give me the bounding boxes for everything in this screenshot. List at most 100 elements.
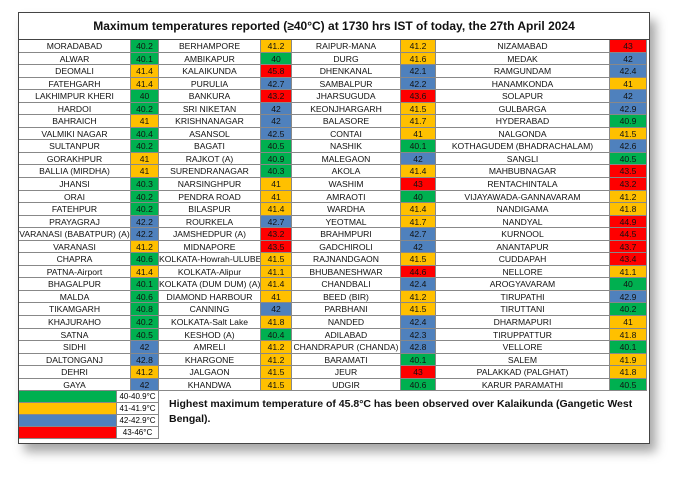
legend-entry: 43-46°C — [19, 427, 159, 440]
temperature-value: 40 — [261, 52, 292, 66]
station-name: AROGYAVARAM — [436, 278, 610, 291]
station-name: CHANDRAPUR (CHANDA) — [292, 341, 401, 354]
temperature-value: 43 — [401, 178, 436, 191]
temperature-value: 40.9 — [610, 115, 647, 128]
station-name: HARDOI — [19, 102, 131, 116]
station-name: DURG — [292, 52, 401, 66]
temperature-value: 40.1 — [401, 140, 436, 153]
temperature-value: 40.5 — [610, 378, 647, 392]
temperature-value: 42.7 — [401, 228, 436, 241]
table-frame: Maximum temperatures reported (≥40°C) at… — [18, 12, 650, 444]
station-name: BHUBANESHWAR — [292, 265, 401, 279]
temperature-value: 41.4 — [131, 65, 159, 78]
station-name: SANGLI — [436, 152, 610, 166]
station-name: PURULIA — [159, 77, 261, 91]
station-name: DHENKANAL — [292, 65, 401, 78]
temperature-value: 41 — [610, 316, 647, 329]
station-name: AMRAOTI — [292, 190, 401, 204]
station-name: BAGATI — [159, 140, 261, 153]
station-name: ADILABAD — [292, 328, 401, 342]
station-name: SRI NIKETAN — [159, 102, 261, 116]
station-name: BANKURA — [159, 90, 261, 103]
temperature-value: 40.1 — [131, 278, 159, 291]
station-name: NANDIGAMA — [436, 203, 610, 216]
station-name: DHARMAPURI — [436, 316, 610, 329]
title: Maximum temperatures reported (≥40°C) at… — [19, 13, 649, 40]
station-name: RENTACHINTALA — [436, 178, 610, 191]
station-name: MAHBUBNAGAR — [436, 165, 610, 179]
temperature-value: 41.5 — [261, 253, 292, 266]
temperature-value: 41 — [261, 290, 292, 304]
temperature-value: 40.8 — [131, 303, 159, 317]
temperature-value: 42.2 — [401, 77, 436, 91]
temperature-value: 41.8 — [610, 203, 647, 216]
temperature-value: 41.2 — [401, 290, 436, 304]
station-name: WASHIM — [292, 178, 401, 191]
station-name: HYDERABAD — [436, 115, 610, 128]
station-name: KHARGONE — [159, 353, 261, 367]
station-name: BRAHMPURI — [292, 228, 401, 241]
station-name: ASANSOL — [159, 127, 261, 141]
station-name: DALTONGANJ — [19, 353, 131, 367]
temperature-value: 42 — [401, 152, 436, 166]
station-name: RAJNANDGAON — [292, 253, 401, 266]
station-name: FATEHPUR — [19, 203, 131, 216]
temperature-value: 41.4 — [401, 203, 436, 216]
temperature-value: 40.9 — [261, 152, 292, 166]
station-name: ANANTAPUR — [436, 240, 610, 254]
legend-swatch — [19, 403, 117, 415]
temperature-value: 42.5 — [261, 127, 292, 141]
station-name: ALWAR — [19, 52, 131, 66]
temperature-value: 41.7 — [401, 115, 436, 128]
temperature-value: 41.2 — [261, 40, 292, 53]
station-name: HANAMKONDA — [436, 77, 610, 91]
temperature-value: 40.6 — [131, 253, 159, 266]
temperature-value: 42.9 — [610, 290, 647, 304]
station-name: CUDDAPAH — [436, 253, 610, 266]
station-name: SIDHI — [19, 341, 131, 354]
temperature-value: 43 — [610, 40, 647, 53]
temperature-value: 42.4 — [401, 316, 436, 329]
station-name: TIRUTTANI — [436, 303, 610, 317]
temperature-value: 43.2 — [261, 228, 292, 241]
station-name: PALAKKAD (PALGHAT) — [436, 366, 610, 379]
legend-label: 41-41.9°C — [117, 403, 159, 415]
temperature-value: 40 — [131, 90, 159, 103]
station-name: KHANDWA — [159, 378, 261, 392]
station-name: SOLAPUR — [436, 90, 610, 103]
temperature-value: 44.9 — [610, 215, 647, 229]
station-name: KHAJURAHO — [19, 316, 131, 329]
station-name: KALAIKUNDA — [159, 65, 261, 78]
temperature-value: 42 — [610, 90, 647, 103]
legend-swatch — [19, 415, 117, 427]
station-name: ORAI — [19, 190, 131, 204]
temperature-value: 41.8 — [610, 366, 647, 379]
station-name: KURNOOL — [436, 228, 610, 241]
station-name: ROURKELA — [159, 215, 261, 229]
temperature-value: 41 — [261, 190, 292, 204]
station-name: KOTHAGUDEM (BHADRACHALAM) — [436, 140, 610, 153]
station-name: BALLIA (MIRDHA) — [19, 165, 131, 179]
station-name: AKOLA — [292, 165, 401, 179]
temperature-value: 42.7 — [261, 215, 292, 229]
temperature-value: 40.3 — [261, 165, 292, 179]
station-name: AMRELI — [159, 341, 261, 354]
temperature-value: 42 — [261, 115, 292, 128]
station-name: MEDAK — [436, 52, 610, 66]
station-name: BAHRAICH — [19, 115, 131, 128]
station-name: UDGIR — [292, 378, 401, 392]
station-name: KARUR PARAMATHI — [436, 378, 610, 392]
temperature-value: 40 — [401, 190, 436, 204]
station-name: VARANASI (BABATPUR) (A) — [19, 228, 131, 241]
temperature-value: 42.8 — [401, 341, 436, 354]
station-name: PATNA-Airport — [19, 265, 131, 279]
station-name: WARDHA — [292, 203, 401, 216]
temperature-value: 41.1 — [610, 265, 647, 279]
temperature-value: 40.2 — [131, 102, 159, 116]
station-name: VALMIKI NAGAR — [19, 127, 131, 141]
temperature-value: 43.7 — [610, 240, 647, 254]
station-name: RAJKOT (A) — [159, 152, 261, 166]
temperature-value: 42 — [610, 52, 647, 66]
temperature-value: 41.4 — [261, 203, 292, 216]
temperature-value: 40.5 — [261, 140, 292, 153]
